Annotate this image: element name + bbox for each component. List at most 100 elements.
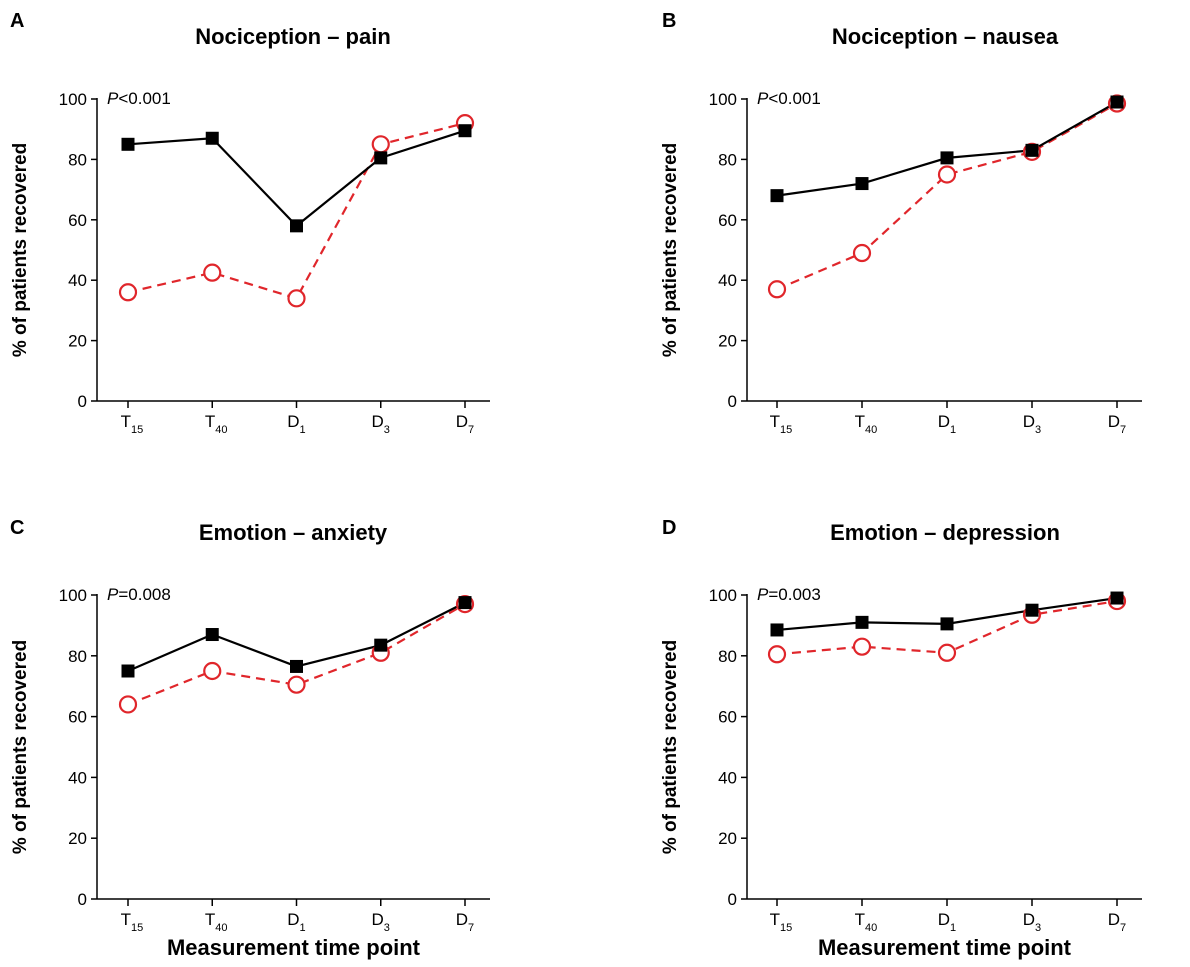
- x-tick-label: D: [1023, 412, 1035, 431]
- x-tick-label: T: [205, 910, 215, 929]
- data-point-square: [1025, 603, 1039, 617]
- x-tick-label: D: [938, 910, 950, 929]
- chart-title: Emotion – depression: [830, 520, 1060, 545]
- y-tick-label: 40: [718, 768, 737, 787]
- x-tick-label: D: [1108, 412, 1120, 431]
- data-point-circle: [937, 643, 957, 662]
- data-point-square: [1025, 143, 1039, 157]
- data-point-circle: [767, 645, 787, 664]
- data-point-circle: [767, 280, 787, 299]
- x-tick-label: T: [121, 910, 131, 929]
- data-point-square: [855, 615, 869, 629]
- x-tick-label: D: [456, 412, 468, 431]
- x-tick-subscript: 1: [950, 424, 956, 436]
- y-tick-label: 80: [68, 647, 87, 666]
- y-tick-label: 20: [718, 829, 737, 848]
- panel-label: D: [662, 517, 676, 539]
- chart-panel-a: A Nociception – pain % of patients recover…: [10, 10, 490, 436]
- x-tick-subscript: 3: [384, 424, 390, 436]
- x-tick-subscript: 1: [300, 424, 306, 436]
- y-axis-label: % of patients recovered: [10, 143, 31, 357]
- x-tick-subscript: 7: [1120, 922, 1126, 934]
- series-line-circle: [776, 102, 1118, 291]
- y-tick-label: 80: [718, 150, 737, 169]
- x-tick-subscript: 7: [468, 922, 474, 934]
- x-tick-subscript: 15: [780, 424, 792, 436]
- y-tick-label: 40: [718, 271, 737, 290]
- data-point-square: [290, 219, 303, 233]
- data-point-circle: [118, 283, 138, 302]
- data-point-square: [458, 124, 472, 138]
- y-tick-label: 40: [68, 271, 87, 290]
- p-value-annotation: P=0.008: [107, 585, 171, 604]
- x-tick-subscript: 40: [215, 424, 227, 436]
- x-tick-label: D: [287, 910, 299, 929]
- y-tick-label: 60: [718, 211, 737, 230]
- x-tick-label: T: [770, 910, 780, 929]
- data-point-square: [205, 628, 219, 642]
- data-point-square: [374, 638, 388, 652]
- y-tick-label: 100: [59, 90, 87, 109]
- y-axis-label: % of patients recovered: [660, 143, 681, 357]
- y-axis-label: % of patients recovered: [660, 640, 681, 854]
- data-point-circle: [852, 243, 872, 263]
- x-tick-label: T: [770, 412, 780, 431]
- data-point-square: [290, 659, 303, 673]
- series-line-square: [127, 129, 466, 228]
- y-tick-label: 0: [728, 890, 737, 909]
- data-point-square: [770, 189, 784, 203]
- panel-label: B: [662, 10, 676, 32]
- data-point-circle: [118, 695, 138, 714]
- x-tick-subscript: 3: [384, 922, 390, 934]
- data-point-square: [1110, 591, 1124, 605]
- data-point-circle: [203, 263, 222, 282]
- x-tick-subscript: 3: [1035, 424, 1041, 436]
- p-value-annotation: P=0.003: [757, 585, 821, 604]
- y-tick-label: 80: [68, 150, 87, 169]
- data-point-square: [374, 151, 388, 165]
- panel-label: A: [10, 10, 24, 32]
- x-tick-label: D: [371, 412, 383, 431]
- x-tick-label: D: [1108, 910, 1120, 929]
- data-point-square: [458, 596, 472, 610]
- x-axis-label: Measurement time point: [167, 935, 421, 960]
- data-point-square: [770, 623, 784, 637]
- data-point-circle: [852, 637, 872, 656]
- x-tick-label: D: [938, 412, 950, 431]
- x-tick-subscript: 15: [780, 922, 792, 934]
- series-line-circle: [127, 603, 466, 706]
- p-value-annotation: P<0.001: [107, 89, 171, 108]
- x-tick-label: D: [456, 910, 468, 929]
- data-point-square: [205, 131, 219, 145]
- y-tick-label: 20: [68, 829, 87, 848]
- y-tick-label: 0: [728, 392, 737, 411]
- data-point-circle: [287, 289, 306, 308]
- y-tick-label: 0: [78, 890, 87, 909]
- x-axis-label: Measurement time point: [818, 935, 1072, 960]
- x-tick-subscript: 1: [300, 922, 306, 934]
- x-tick-subscript: 7: [468, 424, 474, 436]
- x-tick-subscript: 40: [215, 922, 227, 934]
- chart-title: Emotion – anxiety: [199, 520, 388, 545]
- data-point-square: [940, 151, 954, 165]
- x-tick-label: D: [1023, 910, 1035, 929]
- x-tick-subscript: 15: [131, 922, 143, 934]
- y-tick-label: 20: [68, 332, 87, 351]
- x-tick-subscript: 15: [131, 424, 143, 436]
- x-tick-label: T: [205, 412, 215, 431]
- x-tick-subscript: 3: [1035, 922, 1041, 934]
- y-tick-label: 0: [78, 392, 87, 411]
- y-tick-label: 60: [68, 708, 87, 727]
- y-tick-label: 100: [59, 586, 87, 605]
- x-tick-label: D: [287, 412, 299, 431]
- data-point-circle: [203, 661, 222, 681]
- x-tick-subscript: 40: [865, 424, 877, 436]
- series-line-circle: [127, 122, 466, 300]
- panel-label: C: [10, 517, 24, 539]
- data-point-circle: [287, 675, 306, 694]
- chart-title: Nociception – pain: [195, 24, 391, 49]
- y-tick-label: 40: [68, 768, 87, 787]
- x-tick-label: D: [371, 910, 383, 929]
- x-tick-subscript: 1: [950, 922, 956, 934]
